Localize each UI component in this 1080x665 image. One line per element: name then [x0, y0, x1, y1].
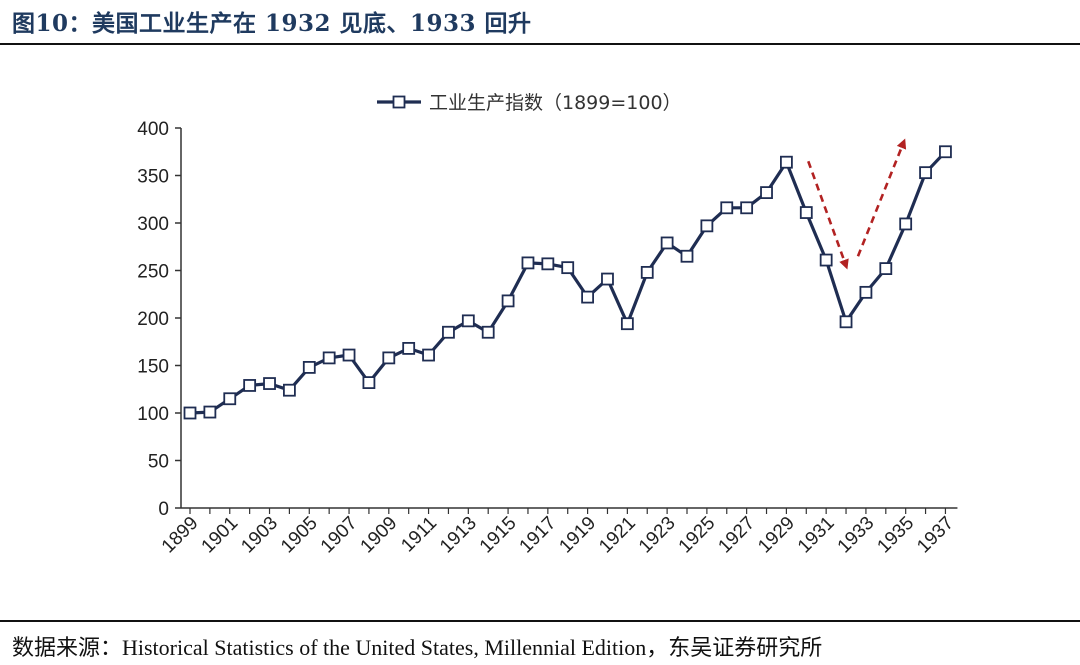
data-point-marker [899, 217, 913, 231]
tick-labels: 0501001502002503003504001899190119031905… [137, 119, 958, 557]
y-tick-label: 400 [137, 119, 169, 140]
data-point-marker [422, 348, 435, 362]
x-tick-label: 1919 [555, 513, 600, 558]
data-point-marker [322, 351, 336, 365]
line-chart: 0501001502002503003504001899190119031905… [137, 92, 958, 557]
data-point-marker [481, 325, 495, 339]
x-tick-label: 1927 [714, 513, 759, 558]
data-point-marker [740, 201, 754, 215]
recovery-arrow [856, 138, 907, 257]
data-point-marker [382, 351, 396, 365]
x-tick-label: 1903 [237, 513, 282, 558]
bottom-rule [0, 620, 1080, 622]
data-point-marker [919, 166, 932, 180]
data-point-marker [362, 376, 376, 390]
annotation-arrows [807, 138, 907, 270]
y-tick-label: 350 [137, 167, 169, 188]
x-tick-label: 1931 [794, 513, 839, 558]
series-line [189, 150, 947, 415]
data-point-marker [203, 405, 217, 419]
data-point-marker [402, 341, 416, 355]
data-point-marker [859, 285, 873, 299]
data-point-marker [541, 257, 555, 271]
y-tick-label: 300 [137, 214, 169, 235]
data-point-marker [342, 348, 356, 362]
data-point-marker [640, 265, 654, 279]
data-point-marker [660, 236, 674, 250]
x-tick-label: 1921 [595, 513, 640, 558]
data-point-marker [620, 317, 634, 331]
data-point-marker [780, 155, 793, 169]
data-point-marker [601, 272, 614, 286]
data-point-marker [302, 360, 316, 374]
data-point-marker [839, 315, 853, 329]
data-point-marker [461, 314, 475, 328]
decline-arrow [807, 160, 849, 270]
x-tick-label: 1929 [754, 513, 799, 558]
x-tick-label: 1915 [476, 513, 521, 558]
source-note: 数据来源：Historical Statistics of the United… [12, 635, 823, 660]
y-tick-label: 0 [158, 499, 169, 520]
x-tick-label: 1911 [397, 513, 441, 557]
legend-label: 工业生产指数（1899=100） [429, 92, 682, 114]
x-tick-label: 1935 [873, 513, 918, 558]
x-tick-label: 1913 [436, 513, 481, 558]
x-tick-label: 1901 [198, 513, 243, 558]
legend: 工业生产指数（1899=100） [377, 92, 682, 114]
data-point-marker [501, 294, 515, 308]
y-tick-label: 50 [148, 452, 169, 473]
top-rule [0, 43, 1080, 45]
data-point-marker [680, 249, 694, 263]
data-point-marker [760, 186, 773, 200]
data-point-marker [700, 219, 714, 233]
y-tick-label: 200 [137, 309, 169, 330]
y-tick-label: 100 [137, 404, 169, 425]
data-point-marker [282, 383, 296, 397]
x-tick-label: 1909 [357, 513, 402, 558]
data-point-marker [799, 206, 813, 219]
data-point-marker [442, 325, 455, 339]
x-tick-label: 1923 [635, 513, 680, 558]
data-point-marker [183, 406, 197, 420]
data-point-marker [720, 201, 734, 215]
x-tick-label: 1905 [277, 513, 322, 558]
data-point-marker [263, 377, 276, 390]
legend-marker [392, 95, 406, 109]
y-tick-label: 250 [137, 262, 169, 283]
data-point-marker [561, 261, 575, 275]
x-tick-label: 1937 [913, 513, 958, 558]
data-point-marker [243, 379, 257, 392]
data-point-marker [939, 145, 952, 159]
x-tick-label: 1907 [317, 513, 362, 558]
x-tick-label: 1933 [834, 513, 879, 558]
series-group [183, 145, 952, 420]
x-tick-label: 1917 [516, 513, 561, 558]
axes [175, 127, 958, 514]
figure-title: 图10：美国工业生产在 1932 见底、1933 回升 [12, 10, 532, 37]
data-point-marker [223, 392, 237, 406]
data-point-marker [819, 253, 833, 267]
data-point-marker [521, 256, 535, 270]
data-point-marker [581, 290, 594, 304]
x-tick-label: 1925 [675, 513, 720, 558]
y-tick-label: 150 [137, 357, 169, 378]
data-point-marker [879, 262, 893, 276]
